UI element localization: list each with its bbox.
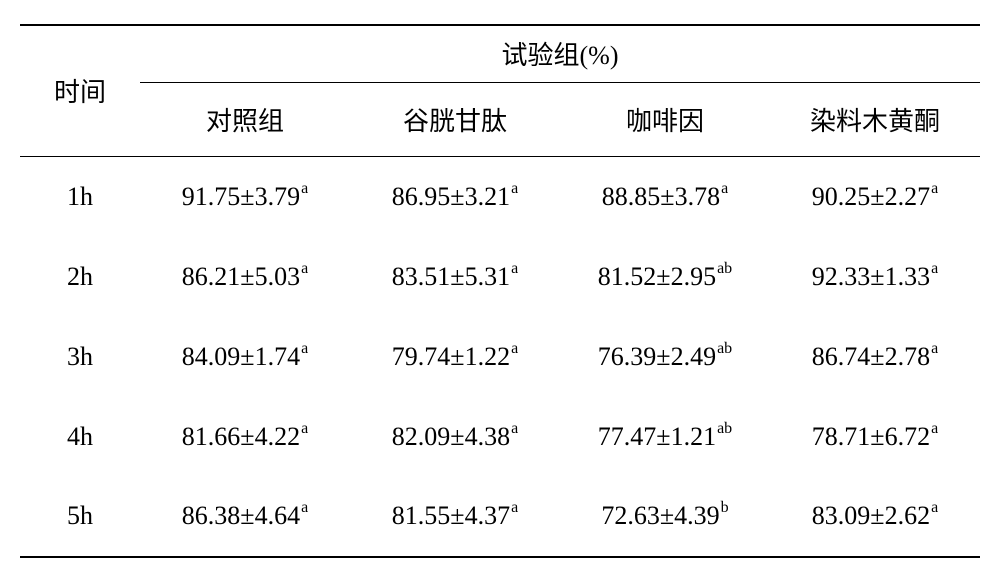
cell-sup: b bbox=[721, 499, 729, 516]
cell-value: 83.09±2.62a bbox=[770, 477, 980, 557]
cell-value: 90.25±2.27a bbox=[770, 157, 980, 237]
cell-value: 86.74±2.78a bbox=[770, 317, 980, 397]
cell-val: 82.09±4.38 bbox=[392, 422, 510, 451]
col-header-2: 咖啡因 bbox=[560, 83, 770, 157]
table-header-row-2: 对照组 谷胱甘肽 咖啡因 染料木黄酮 bbox=[20, 83, 980, 157]
cell-val: 90.25±2.27 bbox=[812, 182, 930, 211]
cell-val: 86.21±5.03 bbox=[182, 262, 300, 291]
cell-sup: a bbox=[301, 260, 308, 277]
cell-val: 83.09±2.62 bbox=[812, 501, 930, 530]
cell-val: 77.47±1.21 bbox=[598, 422, 716, 451]
col-header-0: 对照组 bbox=[140, 83, 350, 157]
cell-val: 76.39±2.49 bbox=[598, 342, 716, 371]
cell-sup: a bbox=[931, 420, 938, 437]
cell-val: 83.51±5.31 bbox=[392, 262, 510, 291]
cell-val: 81.55±4.37 bbox=[392, 501, 510, 530]
cell-val: 88.85±3.78 bbox=[602, 182, 720, 211]
table-header-row-1: 时间 试验组(%) bbox=[20, 25, 980, 83]
cell-value: 92.33±1.33a bbox=[770, 237, 980, 317]
cell-value: 84.09±1.74a bbox=[140, 317, 350, 397]
cell-value: 82.09±4.38a bbox=[350, 397, 560, 477]
cell-sup: a bbox=[301, 180, 308, 197]
cell-val: 79.74±1.22 bbox=[392, 342, 510, 371]
col-header-3: 染料木黄酮 bbox=[770, 83, 980, 157]
cell-val: 84.09±1.74 bbox=[182, 342, 300, 371]
cell-sup: a bbox=[931, 180, 938, 197]
cell-sup: a bbox=[511, 420, 518, 437]
cell-sup: ab bbox=[717, 260, 732, 277]
cell-time: 1h bbox=[20, 157, 140, 237]
cell-sup: a bbox=[511, 499, 518, 516]
cell-sup: a bbox=[931, 260, 938, 277]
cell-value: 88.85±3.78a bbox=[560, 157, 770, 237]
cell-value: 81.66±4.22a bbox=[140, 397, 350, 477]
cell-sup: a bbox=[301, 420, 308, 437]
cell-val: 78.71±6.72 bbox=[812, 422, 930, 451]
cell-sup: a bbox=[931, 340, 938, 357]
cell-time: 3h bbox=[20, 317, 140, 397]
cell-sup: a bbox=[301, 499, 308, 516]
cell-value: 86.21±5.03a bbox=[140, 237, 350, 317]
cell-sup: a bbox=[511, 180, 518, 197]
cell-val: 72.63±4.39 bbox=[601, 501, 719, 530]
cell-value: 81.55±4.37a bbox=[350, 477, 560, 557]
cell-value: 79.74±1.22a bbox=[350, 317, 560, 397]
cell-sup: a bbox=[721, 180, 728, 197]
cell-sup: ab bbox=[717, 420, 732, 437]
data-table: 时间 试验组(%) 对照组 谷胱甘肽 咖啡因 染料木黄酮 1h 91.75±3.… bbox=[20, 24, 980, 558]
cell-sup: a bbox=[301, 340, 308, 357]
cell-time: 2h bbox=[20, 237, 140, 317]
cell-val: 81.52±2.95 bbox=[598, 262, 716, 291]
col-header-1: 谷胱甘肽 bbox=[350, 83, 560, 157]
cell-val: 86.95±3.21 bbox=[392, 182, 510, 211]
cell-val: 81.66±4.22 bbox=[182, 422, 300, 451]
cell-val: 91.75±3.79 bbox=[182, 182, 300, 211]
row-header-label: 时间 bbox=[20, 25, 140, 157]
cell-val: 86.38±4.64 bbox=[182, 501, 300, 530]
table-row: 5h 86.38±4.64a 81.55±4.37a 72.63±4.39b 8… bbox=[20, 477, 980, 557]
cell-value: 78.71±6.72a bbox=[770, 397, 980, 477]
cell-value: 86.95±3.21a bbox=[350, 157, 560, 237]
cell-sup: a bbox=[511, 260, 518, 277]
table-row: 4h 81.66±4.22a 82.09±4.38a 77.47±1.21ab … bbox=[20, 397, 980, 477]
table-row: 3h 84.09±1.74a 79.74±1.22a 76.39±2.49ab … bbox=[20, 317, 980, 397]
cell-val: 86.74±2.78 bbox=[812, 342, 930, 371]
cell-value: 72.63±4.39b bbox=[560, 477, 770, 557]
group-header-label: 试验组(%) bbox=[140, 25, 980, 83]
cell-value: 91.75±3.79a bbox=[140, 157, 350, 237]
cell-value: 86.38±4.64a bbox=[140, 477, 350, 557]
cell-value: 83.51±5.31a bbox=[350, 237, 560, 317]
cell-val: 92.33±1.33 bbox=[812, 262, 930, 291]
cell-time: 5h bbox=[20, 477, 140, 557]
cell-sup: a bbox=[931, 499, 938, 516]
cell-sup: ab bbox=[717, 340, 732, 357]
cell-value: 76.39±2.49ab bbox=[560, 317, 770, 397]
cell-value: 81.52±2.95ab bbox=[560, 237, 770, 317]
cell-sup: a bbox=[511, 340, 518, 357]
table-row: 1h 91.75±3.79a 86.95±3.21a 88.85±3.78a 9… bbox=[20, 157, 980, 237]
table-row: 2h 86.21±5.03a 83.51±5.31a 81.52±2.95ab … bbox=[20, 237, 980, 317]
cell-time: 4h bbox=[20, 397, 140, 477]
cell-value: 77.47±1.21ab bbox=[560, 397, 770, 477]
